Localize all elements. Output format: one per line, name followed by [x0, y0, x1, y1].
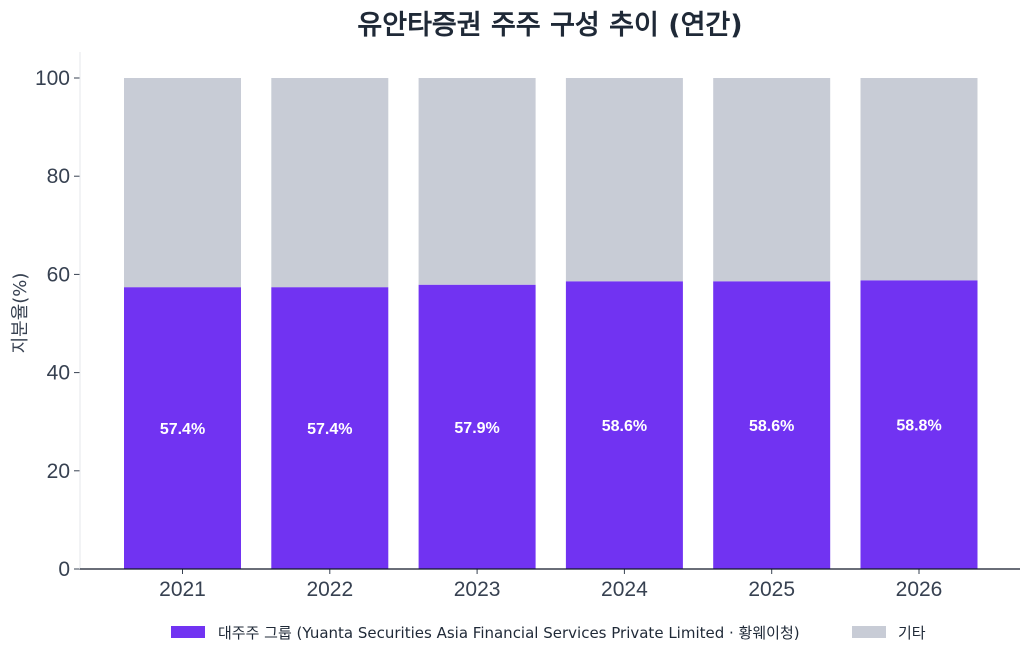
bar-major-shareholder-2021	[124, 287, 241, 569]
bar-major-shareholder-2026	[860, 280, 978, 569]
y-axis-label: 지분율(%)	[10, 273, 31, 354]
x-tick-label-2025: 2025	[748, 578, 795, 601]
x-tick-label-2023: 2023	[454, 578, 501, 601]
bar-value-label-2021: 57.4%	[160, 421, 205, 438]
bar-other-2023	[418, 78, 536, 285]
bar-major-shareholder-2025	[713, 281, 831, 569]
bar-value-label-2022: 57.4%	[307, 421, 352, 438]
legend: 대주주 그룹 (Yuanta Securities Asia Financial…	[171, 624, 926, 642]
bar-other-2026	[860, 78, 978, 281]
x-tick-label-2024: 2024	[601, 578, 648, 601]
x-tick-label-2026: 2026	[896, 578, 943, 601]
bar-value-label-2026: 58.8%	[896, 418, 941, 435]
bar-major-shareholder-2023	[418, 284, 536, 569]
bar-other-2024	[565, 78, 683, 282]
legend-swatch-other	[852, 626, 886, 638]
y-tick-label: 60	[47, 263, 70, 286]
legend-swatch-major-shareholder	[171, 626, 205, 638]
y-tick-label: 40	[47, 362, 70, 385]
bar-value-label-2024: 58.6%	[602, 418, 647, 435]
legend-label-major-shareholder: 대주주 그룹 (Yuanta Securities Asia Financial…	[218, 624, 800, 642]
bar-value-label-2023: 57.9%	[454, 420, 499, 437]
y-tick-label: 80	[47, 165, 70, 188]
bar-major-shareholder-2022	[271, 287, 389, 569]
x-axis-ticks: 2021 2022 2023 2024 2025 2026	[159, 569, 942, 601]
bar-value-label-2025: 58.6%	[749, 418, 794, 435]
bars-group: 57.4% 57.4% 57.9% 58.6% 58.6% 58.8%	[124, 78, 978, 569]
chart-title: 유안타증권 주주 구성 추이 (연간)	[357, 10, 742, 41]
y-tick-label: 100	[35, 67, 70, 90]
x-tick-label-2022: 2022	[306, 578, 353, 601]
bar-other-2021	[124, 78, 241, 288]
bar-other-2022	[271, 78, 389, 288]
y-axis-ticks: 0 20 40 60 80 100	[35, 67, 80, 581]
bar-other-2025	[713, 78, 831, 282]
bar-major-shareholder-2024	[565, 281, 683, 569]
x-tick-label-2021: 2021	[159, 578, 206, 601]
legend-label-other: 기타	[898, 624, 926, 642]
y-tick-label: 20	[47, 460, 70, 483]
y-tick-label: 0	[58, 558, 70, 581]
